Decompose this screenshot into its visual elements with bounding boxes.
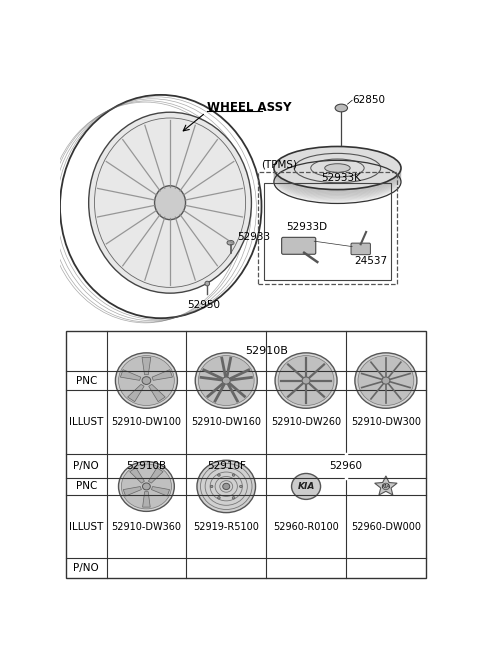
Ellipse shape	[274, 153, 401, 195]
FancyBboxPatch shape	[351, 243, 371, 255]
Text: 52910-DW300: 52910-DW300	[351, 417, 421, 427]
Ellipse shape	[274, 159, 401, 203]
Ellipse shape	[382, 483, 389, 489]
Ellipse shape	[222, 377, 230, 384]
Ellipse shape	[274, 147, 401, 190]
Ellipse shape	[274, 155, 401, 198]
Ellipse shape	[274, 154, 401, 197]
Ellipse shape	[232, 474, 235, 476]
Ellipse shape	[382, 377, 390, 384]
Text: 52960-R0100: 52960-R0100	[273, 522, 339, 532]
Polygon shape	[148, 468, 163, 483]
Ellipse shape	[274, 152, 401, 195]
Ellipse shape	[274, 160, 401, 203]
Ellipse shape	[274, 146, 401, 190]
Bar	[66, 331, 426, 578]
Polygon shape	[149, 384, 165, 401]
Ellipse shape	[274, 158, 401, 201]
Text: 52960-DW000: 52960-DW000	[351, 522, 421, 532]
Polygon shape	[123, 487, 142, 496]
Ellipse shape	[119, 356, 174, 405]
Text: 62850: 62850	[352, 95, 385, 105]
Ellipse shape	[155, 186, 186, 220]
Text: 52910B: 52910B	[245, 346, 288, 356]
Ellipse shape	[302, 377, 310, 384]
Ellipse shape	[217, 497, 220, 499]
Ellipse shape	[274, 155, 401, 199]
Text: P/NO: P/NO	[73, 563, 99, 573]
Text: 52910-DW360: 52910-DW360	[111, 522, 181, 532]
Text: 52910-DW160: 52910-DW160	[191, 417, 261, 427]
Text: P/NO: P/NO	[73, 461, 99, 471]
Ellipse shape	[274, 159, 401, 202]
Ellipse shape	[217, 474, 220, 476]
Polygon shape	[130, 468, 144, 483]
Text: 52910-DW100: 52910-DW100	[111, 417, 181, 427]
Text: 52933: 52933	[237, 232, 270, 241]
Ellipse shape	[274, 157, 401, 199]
Text: 52910-DW260: 52910-DW260	[271, 417, 341, 427]
Ellipse shape	[278, 356, 334, 405]
Text: PNC: PNC	[76, 375, 97, 386]
Text: ILLUST: ILLUST	[69, 522, 104, 532]
Ellipse shape	[210, 485, 213, 487]
Ellipse shape	[274, 154, 401, 197]
Ellipse shape	[89, 112, 252, 293]
Ellipse shape	[274, 150, 401, 193]
Text: WHEEL ASSY: WHEEL ASSY	[207, 102, 292, 115]
Text: 52933D: 52933D	[286, 222, 327, 232]
Polygon shape	[128, 384, 144, 401]
Text: 52950: 52950	[187, 300, 220, 310]
Ellipse shape	[274, 148, 401, 191]
Ellipse shape	[142, 377, 151, 384]
Ellipse shape	[198, 356, 254, 405]
Text: KIA: KIA	[382, 484, 390, 489]
Ellipse shape	[274, 151, 401, 194]
Ellipse shape	[335, 104, 348, 112]
Text: 52933K: 52933K	[322, 173, 361, 184]
Polygon shape	[152, 487, 169, 496]
Ellipse shape	[358, 356, 414, 405]
Ellipse shape	[197, 461, 255, 512]
Polygon shape	[152, 369, 172, 380]
Ellipse shape	[355, 353, 417, 408]
Ellipse shape	[223, 483, 230, 489]
Text: 52910F: 52910F	[207, 461, 246, 471]
Text: 24537: 24537	[355, 256, 388, 266]
Ellipse shape	[291, 474, 321, 499]
Text: PNC: PNC	[76, 482, 97, 491]
Text: (TPMS): (TPMS)	[261, 159, 297, 170]
Text: 52960: 52960	[329, 461, 362, 471]
Polygon shape	[143, 492, 150, 507]
FancyBboxPatch shape	[282, 237, 316, 255]
Polygon shape	[375, 476, 397, 495]
Text: 52919-R5100: 52919-R5100	[193, 522, 259, 532]
Ellipse shape	[240, 485, 242, 487]
Ellipse shape	[119, 461, 174, 512]
Ellipse shape	[115, 353, 178, 408]
Polygon shape	[120, 369, 141, 380]
Ellipse shape	[274, 150, 401, 194]
Ellipse shape	[325, 164, 350, 173]
Ellipse shape	[195, 353, 257, 408]
Ellipse shape	[274, 149, 401, 192]
Ellipse shape	[205, 281, 210, 286]
Ellipse shape	[227, 240, 234, 245]
Ellipse shape	[143, 483, 150, 490]
Ellipse shape	[274, 157, 401, 200]
Ellipse shape	[232, 497, 235, 499]
Ellipse shape	[275, 353, 337, 408]
Text: ILLUST: ILLUST	[69, 417, 104, 427]
Text: KIA: KIA	[298, 482, 315, 491]
Ellipse shape	[121, 464, 171, 509]
Text: 52910B: 52910B	[126, 461, 167, 471]
Polygon shape	[142, 358, 151, 375]
